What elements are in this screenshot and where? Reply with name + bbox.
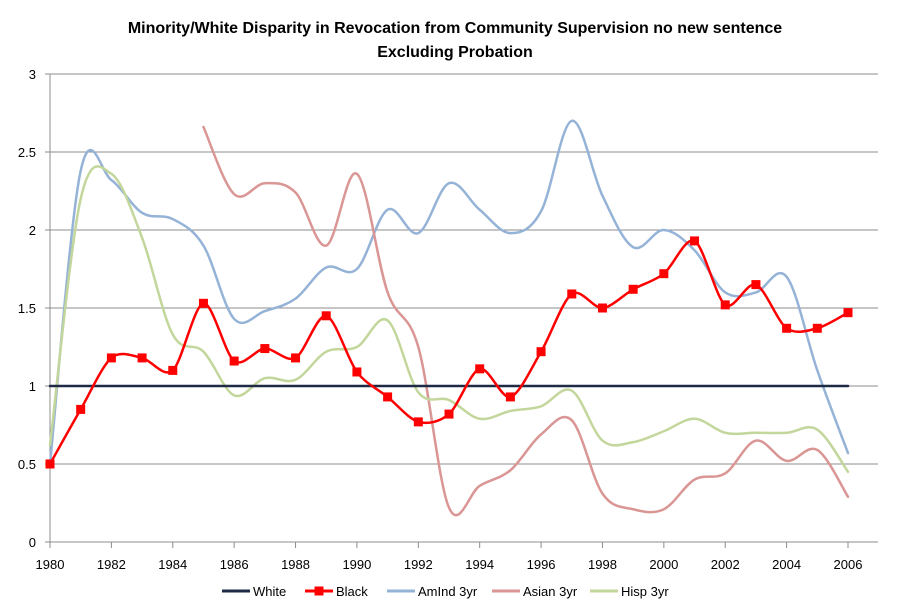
series-line-hisp-3yr (48, 165, 850, 474)
series-amind-3yr (48, 119, 850, 466)
data-point-black-2003 (751, 280, 761, 290)
series-lines (45, 119, 853, 517)
data-point-black-2002 (720, 300, 730, 310)
x-tick-label: 1994 (465, 557, 494, 572)
series-hisp-3yr (48, 165, 850, 474)
data-point-black-2004 (782, 323, 792, 333)
data-point-black-1987 (260, 344, 270, 354)
data-point-black-1983 (137, 353, 147, 363)
chart-title: Minority/White Disparity in Revocation f… (128, 20, 782, 37)
data-point-black-1990 (352, 367, 362, 377)
legend: White Black AmInd 3yr Asian 3yr Hisp 3yr (222, 584, 669, 599)
data-point-black-2006 (843, 308, 853, 318)
series-asian-3yr (202, 125, 850, 517)
legend-item-amind-3yr: AmInd 3yr (387, 584, 478, 599)
series-line-amind-3yr (48, 119, 850, 466)
data-point-black-1981 (76, 404, 86, 414)
gridlines (50, 73, 878, 465)
data-point-black-1998 (597, 303, 607, 313)
data-point-black-1993 (444, 409, 454, 419)
x-tick-label: 1988 (281, 557, 310, 572)
data-point-black-1997 (567, 289, 577, 299)
x-tick-label: 2000 (649, 557, 678, 572)
data-point-black-1982 (106, 353, 116, 363)
data-point-black-1986 (229, 356, 239, 366)
legend-label-hisp-3yr: Hisp 3yr (621, 584, 669, 599)
data-point-black-1992 (413, 417, 423, 427)
data-point-black-2005 (812, 323, 822, 333)
axes: 0 0.5 1 1.5 2 2.5 3 1980 1982 1984 1986 1988 1990 199… (18, 67, 878, 572)
y-tick-label: 2.5 (18, 145, 36, 160)
x-tick-label: 2006 (834, 557, 863, 572)
data-point-black-1984 (168, 365, 178, 375)
data-point-black-1996 (536, 347, 546, 357)
legend-label-amind-3yr: AmInd 3yr (418, 584, 478, 599)
y-tick-label: 2 (29, 223, 36, 238)
x-tick-label: 1990 (342, 557, 371, 572)
x-tick-label: 2002 (711, 557, 740, 572)
data-point-black-1999 (628, 284, 638, 294)
legend-item-hisp-3yr: Hisp 3yr (590, 584, 669, 599)
x-tick-label: 1996 (527, 557, 556, 572)
series-black (45, 236, 853, 469)
data-point-black-1980 (45, 459, 55, 469)
series-line-black (48, 239, 850, 466)
legend-label-white: White (253, 584, 286, 599)
legend-label-asian-3yr: Asian 3yr (523, 584, 578, 599)
data-point-black-1985 (198, 298, 208, 308)
x-tick-label: 2004 (772, 557, 801, 572)
series-line-asian-3yr (202, 125, 850, 517)
x-tick-label: 1982 (97, 557, 126, 572)
y-tick-label: 1.5 (18, 301, 36, 316)
y-tick-label: 0 (29, 535, 36, 550)
x-tick-label: 1992 (404, 557, 433, 572)
data-point-black-2001 (690, 236, 700, 246)
x-tick-label: 1984 (158, 557, 187, 572)
data-point-black-2000 (659, 269, 669, 279)
legend-item-white: White (222, 584, 286, 599)
data-point-black-1994 (475, 364, 485, 374)
data-point-black-1995 (505, 392, 515, 402)
y-tick-label: 0.5 (18, 457, 36, 472)
x-tick-label: 1998 (588, 557, 617, 572)
data-point-black-1989 (321, 311, 331, 321)
legend-item-asian-3yr: Asian 3yr (492, 584, 578, 599)
legend-item-black: Black (305, 584, 368, 599)
data-point-black-1988 (291, 353, 301, 363)
legend-label-black: Black (336, 584, 368, 599)
y-tick-label: 1 (29, 379, 36, 394)
chart-subtitle: Excluding Probation (377, 44, 533, 61)
legend-marker-black (314, 586, 324, 596)
x-tick-label: 1980 (36, 557, 65, 572)
y-tick-label: 3 (29, 67, 36, 82)
data-point-black-1991 (383, 392, 393, 402)
x-tick-label: 1986 (220, 557, 249, 572)
